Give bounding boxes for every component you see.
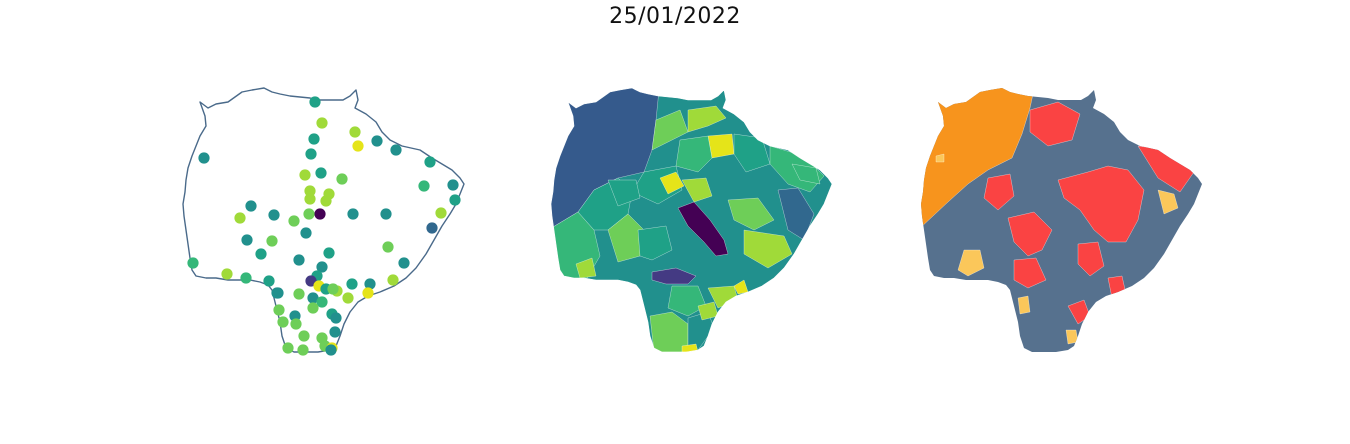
station-marker: [449, 194, 461, 206]
station-marker: [352, 140, 364, 152]
station-marker: [293, 254, 305, 266]
station-marker: [314, 208, 326, 220]
station-marker: [347, 208, 359, 220]
station-marker: [320, 195, 332, 207]
station-marker: [323, 247, 335, 259]
station-marker: [316, 296, 328, 308]
station-marker: [346, 278, 358, 290]
station-marker: [221, 268, 233, 280]
station-marker: [371, 135, 383, 147]
municipal-choropleth-map: [550, 87, 833, 353]
station-marker: [304, 185, 316, 197]
station-marker: [382, 241, 394, 253]
station-markers: [187, 96, 461, 356]
station-marker: [187, 257, 199, 269]
station-marker: [309, 96, 321, 108]
station-marker: [426, 222, 438, 234]
station-marker: [304, 193, 316, 205]
station-marker: [362, 287, 374, 299]
station-marker: [330, 312, 342, 324]
station-marker: [234, 212, 246, 224]
station-marker: [277, 316, 289, 328]
station-marker: [398, 257, 410, 269]
station-marker: [380, 208, 392, 220]
choropleth-outline: [550, 87, 833, 353]
station-marker: [297, 344, 309, 356]
station-marker: [288, 215, 300, 227]
station-marker: [315, 167, 327, 179]
station-marker: [241, 234, 253, 246]
station-marker: [305, 275, 317, 287]
choropleth-regions: [551, 88, 832, 352]
station-marker: [300, 227, 312, 239]
station-marker: [327, 283, 339, 295]
station-marker: [303, 208, 315, 220]
station-marker: [316, 261, 328, 273]
station-marker: [290, 318, 302, 330]
station-marker: [364, 278, 376, 290]
station-marker: [299, 169, 311, 181]
station-marker: [308, 133, 320, 145]
station-marker: [307, 302, 319, 314]
categorical-risk-map: [921, 88, 1202, 352]
station-marker: [336, 173, 348, 185]
station-marker: [255, 248, 267, 260]
station-marker: [282, 342, 294, 354]
station-marker: [198, 152, 210, 164]
station-marker: [435, 207, 447, 219]
station-marker: [305, 148, 317, 160]
station-marker: [263, 275, 275, 287]
station-marker: [342, 292, 354, 304]
station-marker: [245, 200, 257, 212]
station-marker: [272, 287, 284, 299]
station-marker: [240, 272, 252, 284]
station-marker: [418, 180, 430, 192]
station-marker: [293, 288, 305, 300]
station-marker: [349, 126, 361, 138]
stations-point-map: [182, 87, 465, 356]
station-marker: [273, 304, 285, 316]
station-marker: [387, 274, 399, 286]
station-marker: [447, 179, 459, 191]
categorical-regions: [921, 88, 1202, 352]
station-marker: [390, 144, 402, 156]
station-marker: [268, 209, 280, 221]
figure-title: 25/01/2022: [609, 4, 741, 29]
station-marker: [325, 344, 337, 356]
station-marker: [424, 156, 436, 168]
station-marker: [298, 330, 310, 342]
station-marker: [329, 326, 341, 338]
station-marker: [316, 117, 328, 129]
station-marker: [307, 292, 319, 304]
station-marker: [266, 235, 278, 247]
